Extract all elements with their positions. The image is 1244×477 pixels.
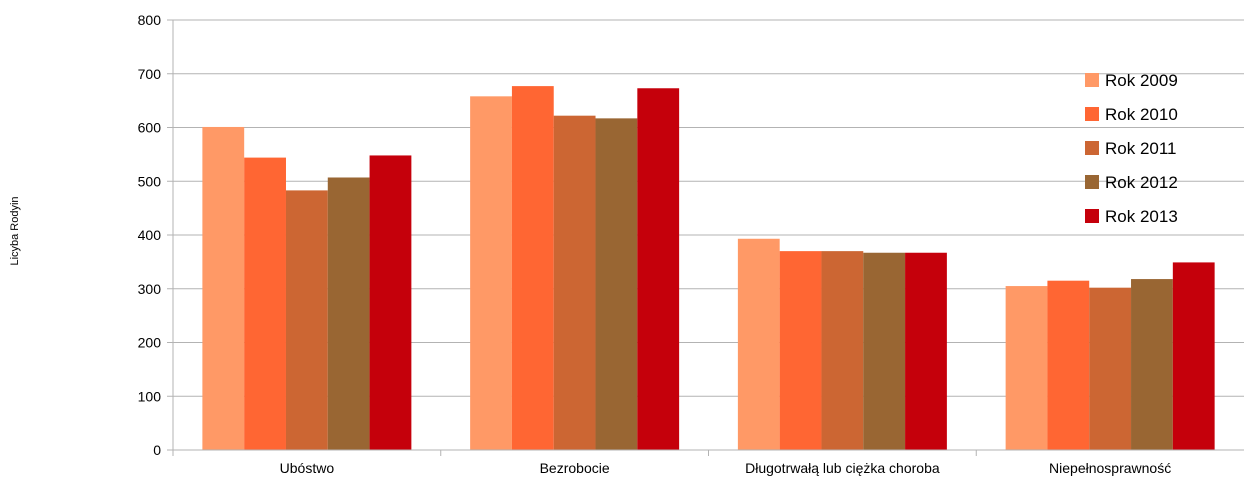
- bar: [637, 88, 680, 450]
- bar: [1172, 262, 1215, 450]
- y-tick-label: 600: [138, 120, 162, 136]
- bar: [553, 115, 596, 451]
- bar: [285, 190, 328, 450]
- x-tick-label: Niepełnosprawność: [1049, 460, 1171, 476]
- x-tick-label: Ubóstwo: [280, 460, 335, 476]
- x-tick-label: Długotrwałą lub ciężka choroba: [745, 460, 940, 476]
- legend-label: Rok 2012: [1105, 173, 1178, 192]
- legend-label: Rok 2009: [1105, 71, 1178, 90]
- y-tick-label: 400: [138, 227, 162, 243]
- x-tick-label: Bezrobocie: [540, 460, 610, 476]
- legend-label: Rok 2013: [1105, 207, 1178, 226]
- y-tick-label: 500: [138, 173, 162, 189]
- bar: [1005, 286, 1048, 450]
- y-tick-label: 300: [138, 281, 162, 297]
- legend-swatch: [1085, 209, 1099, 223]
- bar: [511, 86, 554, 451]
- y-tick-label: 700: [138, 66, 162, 82]
- bar: [244, 157, 286, 450]
- legend-swatch: [1085, 141, 1099, 155]
- bar: [863, 252, 906, 450]
- bar: [905, 252, 947, 450]
- bar: [595, 118, 638, 451]
- bar: [1089, 287, 1132, 450]
- axes: 0 100 200 300 400 500 600 700 800 Ubóstwo Bezroboc…: [138, 12, 1244, 476]
- bar: [369, 155, 412, 450]
- y-tick-label: 100: [138, 388, 162, 404]
- bars: [202, 86, 1215, 451]
- y-axis-label: Licyba Rodyin: [9, 196, 21, 265]
- bar: [821, 251, 864, 451]
- bar: [470, 96, 512, 450]
- bar: [202, 126, 245, 451]
- legend-label: Rok 2011: [1105, 139, 1177, 158]
- y-tick-label: 200: [138, 335, 162, 351]
- y-tick-label: 800: [138, 12, 162, 28]
- bar: [779, 251, 822, 451]
- legend-label: Rok 2010: [1105, 105, 1178, 124]
- legend-swatch: [1085, 107, 1099, 121]
- bar: [737, 238, 780, 450]
- legend-swatch: [1085, 175, 1099, 189]
- bar: [327, 177, 370, 451]
- bar: [1131, 279, 1173, 450]
- bar: [1047, 280, 1090, 450]
- y-tick-label: 0: [153, 442, 161, 458]
- legend: Rok 2009 Rok 2010 Rok 2011 Rok 2012 Rok 2013: [1085, 71, 1178, 226]
- legend-swatch: [1085, 73, 1099, 87]
